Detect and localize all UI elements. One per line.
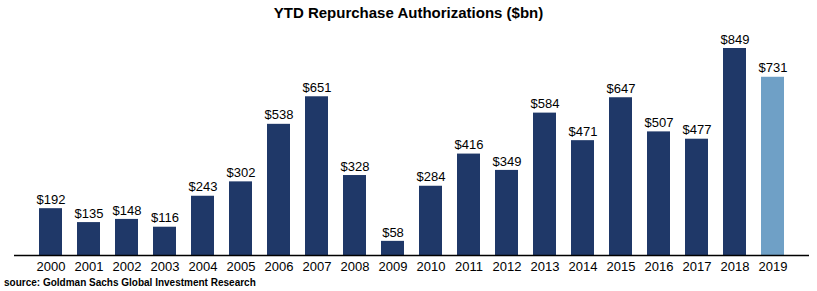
svg-text:2011: 2011: [455, 259, 483, 274]
svg-text:$302: $302: [227, 165, 256, 180]
svg-text:$584: $584: [531, 96, 560, 111]
svg-text:2017: 2017: [683, 259, 712, 274]
svg-text:2001: 2001: [75, 259, 104, 274]
svg-text:2013: 2013: [531, 259, 560, 274]
svg-text:$538: $538: [265, 107, 294, 122]
svg-text:$349: $349: [493, 154, 522, 169]
svg-text:$849: $849: [721, 32, 750, 47]
svg-text:$507: $507: [645, 115, 674, 130]
svg-text:$731: $731: [759, 60, 788, 75]
svg-text:2006: 2006: [265, 259, 294, 274]
svg-text:$58: $58: [382, 225, 404, 240]
svg-text:2002: 2002: [113, 259, 142, 274]
svg-text:2019: 2019: [759, 259, 788, 274]
svg-text:2005: 2005: [227, 259, 256, 274]
svg-text:2007: 2007: [303, 259, 332, 274]
svg-text:$243: $243: [189, 179, 218, 194]
svg-text:$416: $416: [455, 137, 484, 152]
svg-text:$116: $116: [151, 210, 179, 225]
svg-text:2004: 2004: [189, 259, 218, 274]
svg-text:2008: 2008: [341, 259, 370, 274]
svg-text:$328: $328: [341, 159, 370, 174]
svg-text:$651: $651: [303, 80, 332, 95]
svg-text:$192: $192: [37, 192, 66, 207]
svg-text:2016: 2016: [645, 259, 674, 274]
svg-text:$148: $148: [113, 203, 142, 218]
svg-text:2009: 2009: [379, 259, 408, 274]
html-text:YTD Repurchase Authorizations: YTD Repurchase Authorizations ($bn): [273, 4, 544, 21]
svg-text:$135: $135: [75, 206, 104, 221]
svg-text:2000: 2000: [37, 259, 66, 274]
html-text:source: Goldman Sachs Global I: source: Goldman Sachs Global Investment …: [4, 277, 256, 288]
svg-text:2015: 2015: [607, 259, 636, 274]
svg-text:2010: 2010: [417, 259, 446, 274]
svg-text:2012: 2012: [493, 259, 522, 274]
svg-text:$471: $471: [569, 124, 598, 139]
svg-text:2014: 2014: [569, 259, 598, 274]
svg-text:$477: $477: [683, 122, 712, 137]
svg-text:$284: $284: [417, 169, 446, 184]
svg-text:2018: 2018: [721, 259, 750, 274]
svg-text:2003: 2003: [151, 259, 180, 274]
svg-text:$647: $647: [607, 81, 636, 96]
